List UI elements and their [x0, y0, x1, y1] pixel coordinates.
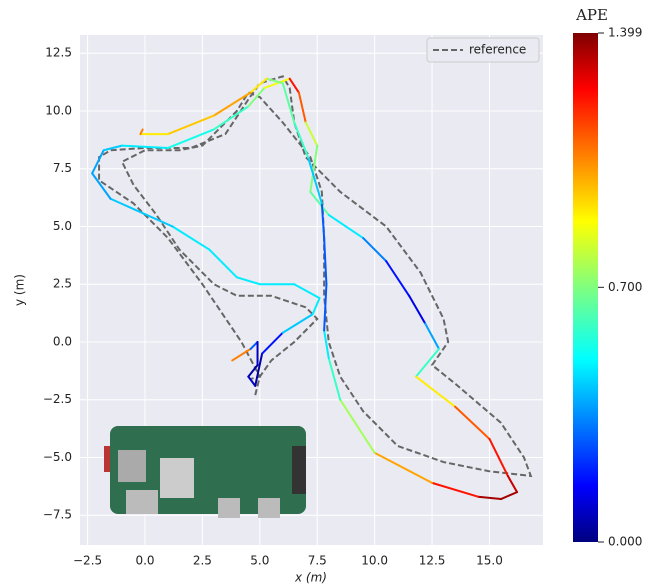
trajectory-segment: [249, 340, 259, 350]
trajectory-segment: [414, 347, 440, 378]
trajectory-segment: [327, 357, 342, 401]
trajectory-segment: [323, 237, 328, 286]
trajectory-segment: [339, 398, 376, 454]
x-tick-label: 12.5: [419, 554, 446, 568]
trajectory-segment: [414, 375, 457, 408]
trajectory-segment: [431, 481, 480, 498]
trajectory-segment: [311, 297, 321, 316]
colorbar: [573, 33, 598, 542]
trajectory-segment: [263, 77, 291, 89]
x-tick-label: 5.0: [250, 554, 269, 568]
x-tick-label: 0.0: [135, 554, 154, 568]
trajectory-segment: [408, 294, 427, 325]
trajectory-segment: [309, 144, 319, 193]
trajectory-segment: [247, 86, 266, 108]
trajectory-segment: [281, 82, 296, 124]
x-tick-label: −2.5: [73, 554, 102, 568]
trajectory-segment: [281, 313, 314, 334]
trajectory-segment: [323, 329, 330, 360]
board-photo: [104, 426, 306, 518]
trajectories: [91, 75, 533, 501]
trajectory-segment: [309, 190, 330, 216]
y-tick-label: −7.5: [43, 508, 72, 522]
y-tick-label: −5.0: [43, 450, 72, 464]
trajectory-segment: [254, 352, 264, 387]
y-tick-label: 2.5: [53, 277, 72, 291]
trajectory-segment: [293, 283, 321, 300]
trajectory-segment: [166, 114, 215, 136]
y-tick-label: 12.5: [45, 46, 72, 60]
trajectory-segment: [91, 149, 105, 175]
y-tick-label: −2.5: [43, 392, 72, 406]
trajectory-segment: [320, 202, 326, 240]
trajectory-segment: [247, 375, 257, 387]
colorbar-tick-label: 1.399: [608, 26, 642, 40]
colorbar-tick-label: 0.000: [608, 535, 642, 549]
trajectory-segment: [385, 260, 411, 297]
x-tick-label: 15.0: [476, 554, 503, 568]
trajectory-segment: [304, 121, 319, 147]
trajectory-segment: [139, 128, 144, 136]
trajectory-segment: [212, 105, 250, 131]
colorbar-label: APE: [575, 6, 608, 24]
trajectory-segment: [288, 77, 300, 94]
trajectory-segment: [488, 437, 509, 477]
trajectory-segment: [91, 172, 112, 200]
x-axis-label: x (m): [294, 571, 327, 585]
trajectory-segment: [373, 451, 434, 484]
trajectory-segment: [293, 121, 310, 159]
legend-label: reference: [469, 43, 526, 57]
colorbar-tick-label: 0.700: [608, 280, 642, 294]
y-tick-label: 5.0: [53, 219, 72, 233]
trajectory-segment: [297, 91, 307, 124]
trajectory-segment: [307, 156, 323, 205]
trajectory-segment: [424, 322, 440, 350]
trajectory-segment: [212, 91, 252, 117]
trajectory-segment: [208, 248, 238, 279]
trajectory-segment: [235, 276, 261, 286]
trajectory-segment: [499, 491, 519, 501]
trajectory-segment: [477, 495, 502, 501]
legend: [426, 37, 540, 63]
y-tick-label: 7.5: [53, 161, 72, 175]
trajectory-segment: [102, 144, 124, 152]
trajectory-segment: [265, 77, 284, 85]
trajectory-segment: [506, 474, 519, 494]
trajectory-segment: [247, 364, 259, 378]
trajectory-segment: [323, 283, 328, 332]
x-tick-label: 7.5: [308, 554, 327, 568]
trajectory-segment: [109, 197, 174, 228]
trajectory-segment: [121, 144, 169, 149]
trajectory-segment: [454, 405, 491, 440]
trajectory-segment: [166, 128, 215, 149]
trajectory-segment: [249, 77, 268, 94]
trajectory-segment: [231, 347, 252, 362]
trajectory-segment: [362, 237, 388, 263]
trajectory-segment: [327, 213, 365, 240]
trajectory-segment: [171, 225, 211, 251]
x-tick-label: 2.5: [193, 554, 212, 568]
y-axis-label: y (m): [13, 274, 27, 306]
trajectory-segment: [261, 331, 284, 355]
y-tick-label: 0.0: [53, 334, 72, 348]
y-tick-label: 10.0: [45, 103, 72, 117]
x-tick-label: 10.0: [361, 554, 388, 568]
